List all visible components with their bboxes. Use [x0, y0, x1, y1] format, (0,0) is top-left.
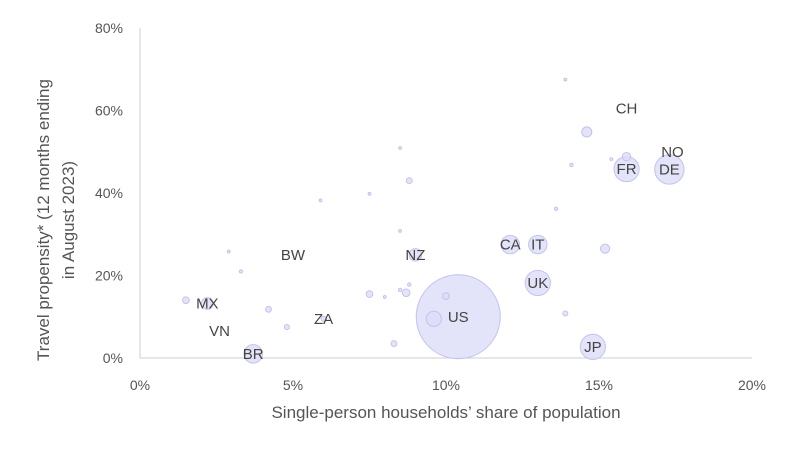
bubble-unlabeled — [382, 295, 387, 299]
bubble-unlabeled — [390, 340, 398, 348]
x-tick-label: 10% — [432, 377, 460, 393]
point-label-no: NO — [661, 144, 684, 161]
y-axis-title-line-2: in August 2023) — [59, 161, 78, 279]
point-label-fr: FR — [617, 161, 637, 178]
bubble-uk — [524, 269, 551, 297]
bubble-unlabeled — [569, 162, 574, 168]
bubble-unlabeled — [405, 177, 413, 185]
point-label-ca: CA — [500, 237, 521, 254]
bubble-it — [528, 234, 548, 255]
bubble-unlabeled — [600, 243, 611, 254]
point-label-de: DE — [659, 161, 680, 178]
y-tick-label: 20% — [95, 268, 123, 284]
point-label-nz: NZ — [405, 247, 425, 264]
bubble-unlabeled — [226, 249, 231, 254]
bubble-unlabeled — [401, 288, 411, 298]
bubble-us — [415, 274, 501, 360]
bubble-unlabeled — [407, 282, 412, 287]
x-axis-ticks: 0% 5% 10% 15% 20% — [130, 377, 766, 393]
x-tick-label: 5% — [283, 377, 303, 393]
point-label-bw: BW — [281, 247, 306, 264]
point-label-us: US — [448, 309, 469, 326]
bubble-unlabeled — [398, 229, 403, 233]
bubble-unlabeled — [553, 206, 559, 211]
x-axis-title: Single-person households’ share of popul… — [271, 403, 620, 422]
y-tick-label: 60% — [95, 103, 123, 119]
bubble-unlabeled — [442, 292, 450, 300]
bubble-unlabeled — [365, 290, 374, 298]
point-label-za: ZA — [314, 311, 333, 328]
bubble-unlabeled — [265, 305, 272, 313]
point-label-layer: CH NO FR DE NZ CA IT UK US JP BW MX ZA VN BR — [196, 100, 684, 362]
point-label-br: BR — [243, 346, 264, 363]
bubble-ca — [500, 234, 521, 255]
point-label-mx: MX — [196, 296, 219, 313]
point-label-vn: VN — [209, 323, 230, 340]
bubble-unlabeled — [425, 310, 442, 327]
bubble-br — [243, 344, 263, 364]
bubble-unlabeled — [609, 157, 614, 162]
bubble-za — [320, 315, 327, 322]
bubble-unlabeled — [367, 191, 372, 196]
y-axis-ticks: 0% 20% 40% 60% 80% — [95, 20, 123, 366]
bubble-nz — [408, 248, 423, 262]
bubble-mx — [200, 297, 214, 310]
bubble-unlabeled — [398, 146, 403, 150]
bubble-layer — [182, 77, 685, 364]
bubble-unlabeled — [581, 126, 593, 138]
bubble-unlabeled — [397, 287, 403, 293]
bubble-unlabeled — [283, 324, 290, 331]
point-label-uk: UK — [527, 275, 548, 292]
bubble-unlabeled — [182, 296, 190, 305]
point-label-it: IT — [531, 237, 544, 254]
bubble-unlabeled — [563, 77, 568, 82]
bubble-unlabeled — [562, 310, 569, 317]
point-label-jp: JP — [584, 339, 602, 356]
bubble-unlabeled — [621, 152, 632, 162]
x-tick-label: 0% — [130, 377, 150, 393]
y-axis-title-line-1: Travel propensity* (12 months ending — [34, 79, 53, 361]
x-tick-label: 15% — [585, 377, 613, 393]
point-label-ch: CH — [616, 100, 638, 117]
bubble-unlabeled — [318, 198, 323, 203]
y-tick-label: 80% — [95, 20, 123, 36]
y-tick-label: 40% — [95, 185, 123, 201]
x-tick-label: 20% — [738, 377, 766, 393]
y-tick-label: 0% — [103, 350, 123, 366]
bubble-unlabeled — [238, 269, 244, 274]
bubble-jp — [579, 333, 606, 360]
bubble-de — [654, 154, 685, 185]
